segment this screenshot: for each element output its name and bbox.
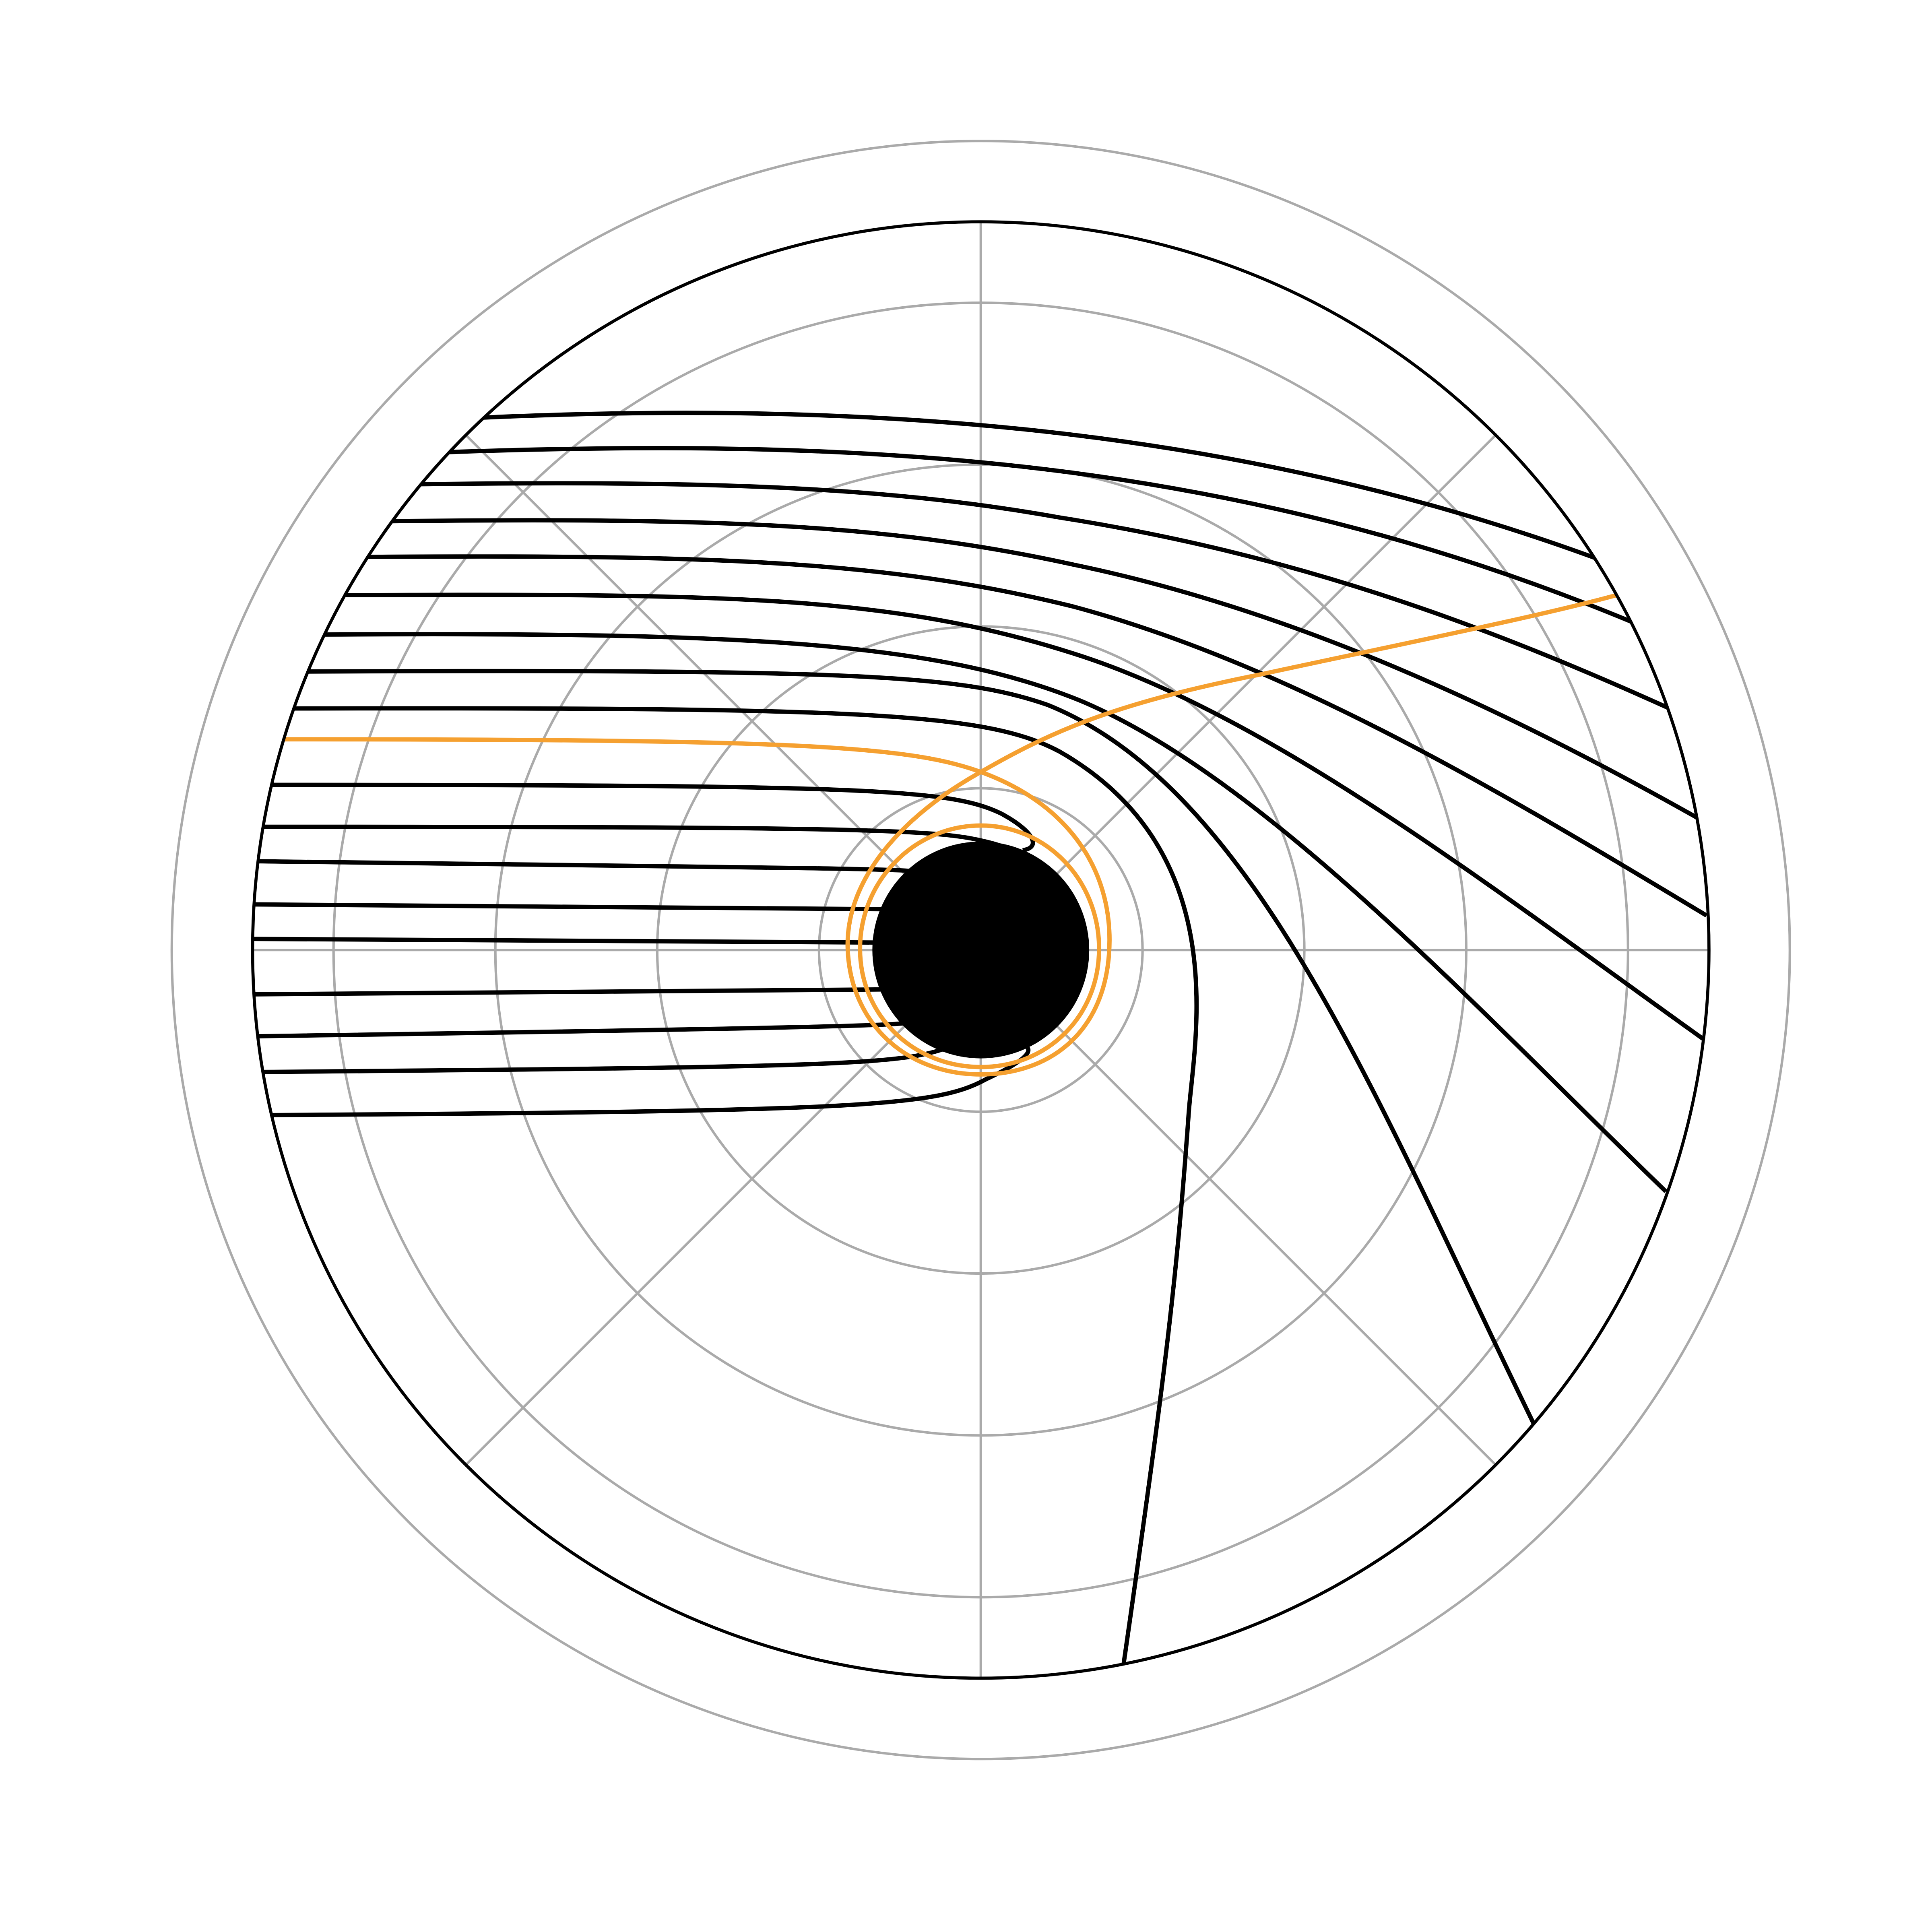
photon-ray [254, 902, 900, 912]
highlight-photon-orbit [858, 823, 1101, 1069]
photon-ray [293, 706, 1199, 1664]
plot-frame [251, 220, 1711, 1680]
photon-ray [390, 518, 1699, 820]
photon-ray [480, 411, 1597, 560]
photon-ray [252, 937, 888, 945]
highlighted-photon-ray [285, 593, 1617, 1077]
photon-ray [366, 554, 1708, 918]
photon-ray [257, 1020, 912, 1038]
photon-ray [254, 987, 888, 997]
black-hole [872, 841, 1090, 1059]
grid-spoke [980, 949, 1497, 1466]
highlight-ray-incoming [285, 593, 1617, 1077]
photon-rays [252, 411, 1708, 1664]
photon-ray [270, 782, 1035, 852]
photon-ray [324, 632, 1668, 1193]
grid-ring [170, 140, 1791, 1761]
photon-ray [345, 592, 1704, 1040]
photon-ray [446, 446, 1634, 624]
photon-ray [419, 481, 1671, 711]
photon-ray [308, 669, 1536, 1426]
